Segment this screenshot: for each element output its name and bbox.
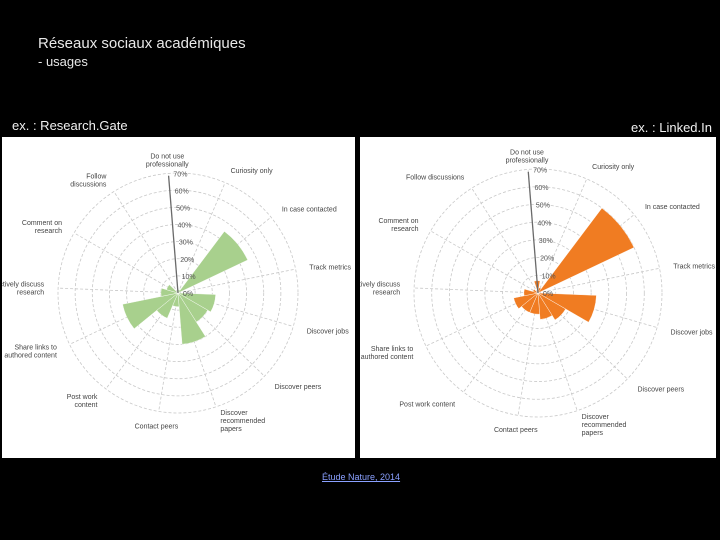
category-label: Follow discussions: [406, 174, 465, 181]
grid-circle: [466, 221, 610, 365]
category-label: Post work content: [67, 394, 98, 409]
category-label: Curiosity only: [592, 164, 635, 171]
r-tick-label: 40%: [537, 220, 551, 227]
category-label: Discover jobs: [671, 329, 714, 336]
linkedin-chart-panel: 0% 10% 20% 30% 40% 50% 60% 70% Do not use profess…: [360, 137, 716, 458]
category-label: Do not use professionally: [506, 149, 549, 164]
spoke-line: [158, 292, 179, 412]
category-label: Do not use professionally: [146, 153, 189, 168]
category-label: Discover recommended papers: [220, 410, 265, 433]
spoke-line: [537, 178, 588, 294]
grid-circle: [413, 168, 663, 418]
wedge-actively-discuss-research: [523, 288, 539, 297]
category-label: Share links to authored content: [361, 346, 414, 361]
wedge-in-case-contacted: [537, 207, 635, 294]
r-tick-label: 30%: [179, 240, 193, 247]
source-link[interactable]: Étude Nature, 2014: [322, 472, 401, 482]
r-tick-label: 40%: [178, 223, 192, 230]
r-tick-label: 0%: [543, 291, 553, 298]
spoke-line: [430, 230, 539, 294]
category-label: In case contacted: [282, 206, 337, 213]
grid-circle: [502, 257, 574, 329]
r-tick-label: 30%: [539, 238, 553, 245]
slide-subtitle: - usages: [38, 54, 88, 69]
category-label: Comment on research: [378, 218, 418, 233]
wedge-in-case-contacted: [177, 231, 248, 294]
spoke-line: [58, 287, 179, 294]
wedge-actively-discuss-research: [160, 287, 179, 297]
grid-circle: [126, 241, 230, 345]
category-label: Discover jobs: [307, 328, 350, 335]
category-label: Discover recommended papers: [582, 414, 627, 437]
research-gate-polar-chart: 0% 10% 20% 30% 40% 50% 60% 70% Do not use profess…: [2, 153, 352, 433]
radial-axis: [527, 171, 539, 294]
grid-circle: [484, 239, 592, 347]
grid-circle: [91, 206, 265, 380]
wedge-discover-peers: [537, 292, 566, 321]
wedge-comment-on-research: [532, 289, 539, 294]
grid-circle: [109, 224, 247, 362]
grid-circle: [431, 186, 645, 400]
wedge-share-links-to-authored-content: [122, 292, 179, 330]
r-tick-label: 10%: [542, 273, 556, 280]
grid-circle: [143, 258, 213, 328]
spoke-line: [537, 267, 660, 294]
wedge-discover-recommended-papers: [177, 292, 206, 345]
grid-circle: [74, 189, 282, 397]
category-label: In case contacted: [645, 204, 700, 211]
spoke-line: [414, 287, 539, 294]
r-tick-label: 60%: [175, 188, 189, 195]
category-label: Comment on research: [22, 220, 62, 235]
category-label: Contact peers: [135, 423, 179, 430]
category-label: Discover peers: [275, 384, 322, 391]
wedge-share-links-to-authored-content: [513, 292, 539, 309]
r-tick-label: 10%: [182, 274, 196, 281]
r-tick-label: 70%: [173, 171, 187, 178]
wedge-discover-jobs: [537, 292, 597, 323]
r-tick-label: 70%: [533, 167, 547, 174]
r-tick-label: 20%: [540, 256, 554, 263]
category-label: Contact peers: [494, 427, 538, 434]
r-tick-label: 50%: [536, 203, 550, 210]
r-tick-label: 20%: [180, 257, 194, 264]
slide-title: Réseaux sociaux académiques: [38, 35, 246, 52]
spoke-line: [471, 187, 539, 294]
linkedin-polar-chart: 0% 10% 20% 30% 40% 50% 60% 70% Do not use profess…: [360, 149, 715, 437]
grid-circle: [449, 204, 627, 382]
category-label: Share links to authored content: [4, 344, 57, 359]
grid-circle: [57, 172, 299, 414]
research-gate-label: ex. : Research.Gate: [12, 118, 128, 133]
research-gate-chart-panel: 0% 10% 20% 30% 40% 50% 60% 70% Do not use profess…: [2, 137, 355, 458]
category-label: Track metrics: [673, 263, 715, 270]
category-label: Follow discussions: [70, 174, 107, 189]
spoke-line: [113, 191, 179, 294]
grid-circle: [160, 275, 196, 311]
category-label: Post work content: [399, 401, 455, 408]
wedge-discover-jobs: [177, 292, 216, 313]
r-tick-label: 0%: [183, 291, 193, 298]
linkedin-label: ex. : Linked.In: [631, 120, 712, 135]
wedge-discover-recommended-papers: [537, 292, 553, 320]
category-label: Curiosity only: [231, 168, 274, 175]
r-tick-label: 50%: [176, 206, 190, 213]
radial-axis: [167, 175, 179, 294]
wedge-comment-on-research: [166, 284, 179, 294]
category-label: Discover peers: [637, 387, 684, 394]
category-label: Track metrics: [309, 264, 351, 271]
spoke-line: [73, 232, 179, 294]
r-tick-label: 60%: [535, 185, 549, 192]
